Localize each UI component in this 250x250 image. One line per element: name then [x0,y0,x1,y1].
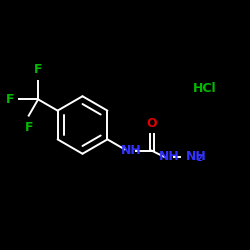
Text: F: F [6,93,14,106]
Text: F: F [34,62,42,76]
Text: HCl: HCl [193,82,217,95]
Text: NH: NH [186,150,206,164]
Text: NH: NH [120,144,141,157]
Text: O: O [146,117,157,130]
Text: 2: 2 [196,154,202,164]
Text: F: F [24,120,33,134]
Text: NH: NH [159,150,180,164]
